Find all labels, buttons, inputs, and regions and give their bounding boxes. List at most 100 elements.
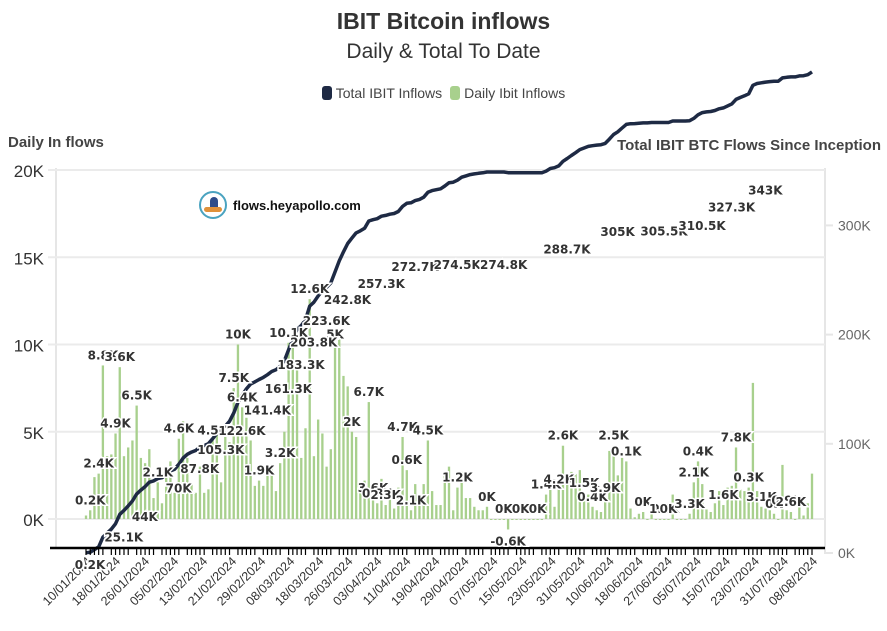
legend-item-daily[interactable]: Daily Ibit Inflows [450,85,565,101]
daily-data-label: 3.6K [104,350,135,364]
daily-bar [198,466,202,519]
daily-bar [785,510,788,519]
daily-bar [245,417,248,519]
daily-data-label: 0.1K [611,444,642,458]
daily-data-label: 0K [478,490,496,504]
daily-bar [257,480,261,519]
total-data-label: 44K [132,510,159,524]
daily-bar [207,489,210,519]
daily-bar [342,375,345,519]
daily-data-label: 0K [765,497,783,511]
daily-data-label: 2.4K [83,457,114,471]
total-data-label: 305.5K [640,224,688,238]
daily-bar [447,466,451,519]
daily-bar [810,473,814,519]
daily-bar [574,473,577,519]
daily-bar [215,435,219,519]
daily-bar [781,464,784,519]
daily-bar [751,382,755,519]
y2-tick-label: 100K [838,436,871,452]
y-tick-label: 20K [14,162,45,181]
daily-data-label: 3.1K [746,490,777,504]
daily-bar [165,468,168,519]
legend-swatch-total [321,86,332,100]
gridlines: 0K 5K 10K 15K 20K 0K 100K 200K 300K [14,162,872,561]
daily-bar [595,510,598,519]
daily-data-label: 2.1K [679,465,710,479]
daily-data-label: 1.4K [649,502,680,516]
daily-bar [502,519,506,520]
daily-data-label: 2K [343,415,361,429]
daily-bar [734,447,738,519]
daily-data-label: 0.4K [577,490,608,504]
daily-bar [528,519,531,520]
daily-bar [646,519,649,520]
total-data-label: 343K [748,183,783,197]
daily-data-label: 3.6K [358,481,389,495]
daily-bar [667,519,670,520]
daily-bar [194,492,197,519]
daily-bar [663,519,666,520]
daily-bar [608,450,611,519]
daily-bar [485,506,489,519]
daily-bar [506,519,510,530]
right-axis-title: Total IBIT BTC Flows Since Inception [617,137,881,154]
chart-subtitle: Daily & Total To Date [346,40,541,63]
daily-bar [671,494,674,519]
daily-bar [224,436,227,519]
daily-bar [620,457,624,519]
daily-bar [532,519,535,520]
daily-bar [789,512,793,519]
daily-bar [219,482,223,519]
daily-bar [553,506,556,519]
daily-data-label: 0K [529,502,547,516]
daily-bar [798,503,801,519]
daily-bar [169,461,172,519]
daily-bar [544,494,548,519]
daily-data-label: 4.5K [413,423,444,437]
total-data-label: 70K [166,482,193,496]
daily-bar [105,456,109,519]
daily-bar [511,519,514,520]
daily-data-label: 7.5K [218,371,249,385]
y-tick-label: 0K [23,511,44,530]
daily-data-label: 2.3K [370,488,401,502]
daily-bar [376,503,379,519]
y-tick-label: 5K [23,424,44,443]
daily-bar [637,513,641,519]
daily-bar [177,438,181,519]
daily-bar [249,440,252,519]
daily-bar [473,506,476,519]
daily-data-label: 0.4K [683,444,714,458]
daily-bar [802,515,805,519]
daily-bar [599,512,603,519]
total-data-label: 105.3K [197,443,245,457]
daily-bar [384,505,387,519]
daily-bar [308,299,311,519]
daily-bar [114,433,117,519]
daily-data-label: 0.6K [392,453,423,467]
daily-data-label: 6.4K [227,390,258,404]
daily-data-label: 10.1K [269,326,309,340]
total-data-label: 327.3K [708,201,756,215]
daily-bar [717,491,721,519]
daily-bar [477,510,480,519]
daily-bar [536,519,539,520]
total-data-label: 274.8K [480,258,528,272]
daily-bar [793,519,797,520]
daily-data-label: 6.7K [354,385,385,399]
daily-bar [456,487,459,519]
daily-data-label: 3.2K [265,446,296,460]
daily-bar [730,485,733,519]
daily-data-label: 1.6K [708,488,739,502]
daily-bar [642,512,645,519]
daily-data-label: 3.3K [674,497,705,511]
daily-bar [612,445,615,519]
watermark[interactable]: flows.heyapollo.com [199,191,361,219]
daily-bar [701,484,704,519]
legend-item-total[interactable]: Total IBIT Inflows [321,85,442,101]
daily-bar [236,344,240,519]
daily-data-label: 0K [651,502,669,516]
daily-bar [515,519,518,520]
